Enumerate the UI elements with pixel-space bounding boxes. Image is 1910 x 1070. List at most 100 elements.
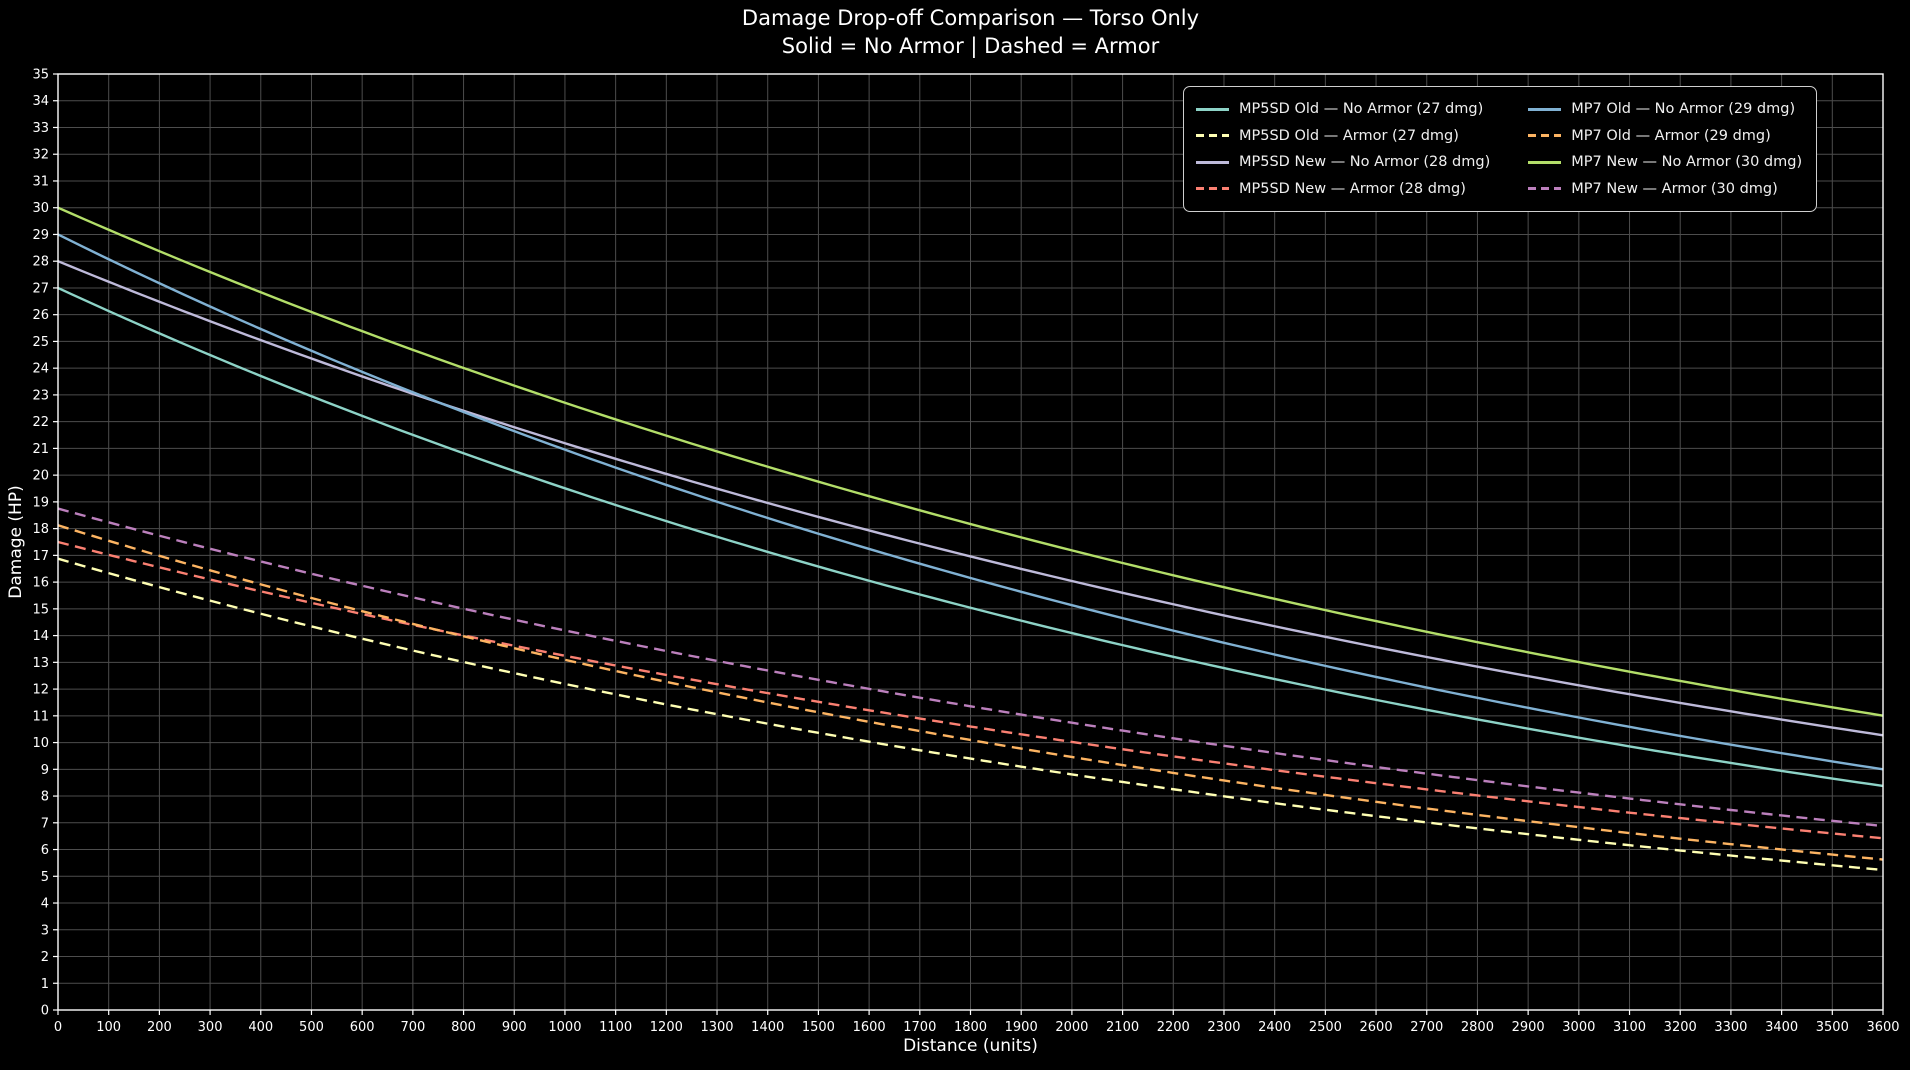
legend-label: MP5SD Old — No Armor (27 dmg) [1239, 101, 1484, 118]
x-tick-label: 1300 [700, 1020, 733, 1035]
x-tick-label: 2400 [1258, 1020, 1291, 1035]
series-line-7 [57, 507, 1884, 828]
x-tick-label: 3200 [1664, 1020, 1697, 1035]
y-tick-label: 18 [32, 522, 49, 537]
x-tick-label: 400 [248, 1020, 273, 1035]
x-tick-label: 3600 [1866, 1020, 1899, 1035]
y-tick-label: 30 [32, 201, 49, 216]
x-tick-label: 800 [451, 1020, 476, 1035]
y-tick-label: 8 [41, 790, 49, 805]
x-tick-label: 2200 [1157, 1020, 1190, 1035]
x-tick-label: 200 [147, 1020, 172, 1035]
legend-entry: MP5SD Old — Armor (27 dmg) [1196, 123, 1490, 150]
legend-column: MP5SD Old — No Armor (27 dmg) MP5SD Old —… [1196, 96, 1490, 202]
x-tick-label: 100 [96, 1020, 121, 1035]
title-block: Damage Drop-off Comparison — Torso Only … [58, 4, 1883, 60]
y-axis-label: Damage (HP) [6, 485, 26, 599]
legend-column: MP7 Old — No Armor (29 dmg) MP7 Old — Arm… [1528, 96, 1802, 202]
series-line-4 [57, 233, 1884, 771]
legend-entry: MP5SD New — Armor (28 dmg) [1196, 176, 1490, 203]
x-tick-label: 2800 [1461, 1020, 1494, 1035]
legend-entry: MP7 New — Armor (30 dmg) [1528, 176, 1802, 203]
y-tick-label: 27 [32, 281, 49, 296]
legend-entry: MP5SD Old — No Armor (27 dmg) [1196, 96, 1490, 123]
x-tick-label: 1900 [1005, 1020, 1038, 1035]
legend-entry: MP5SD New — No Armor (28 dmg) [1196, 149, 1490, 176]
legend-line-swatch [1196, 107, 1229, 111]
x-tick-label: 500 [299, 1020, 324, 1035]
y-tick-label: 29 [32, 228, 49, 243]
y-tick-label: 22 [32, 415, 49, 430]
y-tick-label: 25 [32, 335, 49, 350]
legend-label: MP5SD New — Armor (28 dmg) [1239, 180, 1466, 197]
x-tick-label: 1600 [853, 1020, 886, 1035]
legend: MP5SD Old — No Armor (27 dmg) MP5SD Old —… [1183, 86, 1818, 212]
series-line-2 [57, 260, 1884, 737]
y-tick-label: 19 [32, 495, 49, 510]
y-tick-label: 7 [41, 816, 49, 831]
y-tick-label: 9 [41, 763, 49, 778]
y-tick-label: 12 [32, 683, 49, 698]
legend-label: MP7 New — Armor (30 dmg) [1571, 180, 1778, 197]
x-tick-label: 3000 [1562, 1020, 1595, 1035]
x-tick-label: 1500 [802, 1020, 835, 1035]
y-tick-label: 33 [32, 121, 49, 136]
legend-line-swatch [1528, 160, 1562, 164]
legend-line-swatch [1528, 187, 1562, 191]
chart-subtitle: Solid = No Armor | Dashed = Armor [781, 34, 1160, 58]
legend-label: MP5SD New — No Armor (28 dmg) [1239, 154, 1491, 171]
legend-line-swatch [1196, 160, 1229, 164]
x-tick-label: 2600 [1360, 1020, 1393, 1035]
x-tick-label: 700 [400, 1020, 425, 1035]
y-tick-label: 1 [41, 977, 49, 992]
x-tick-label: 3500 [1816, 1020, 1849, 1035]
y-tick-label: 20 [32, 469, 49, 484]
x-axis-label: Distance (units) [903, 1036, 1038, 1056]
series-line-1 [57, 557, 1884, 872]
x-tick-label: 1400 [751, 1020, 784, 1035]
series-line-0 [57, 286, 1884, 788]
x-tick-label: 3400 [1765, 1020, 1798, 1035]
legend-label: MP5SD Old — Armor (27 dmg) [1239, 127, 1459, 144]
x-tick-label: 1700 [903, 1020, 936, 1035]
x-tick-label: 1000 [548, 1020, 581, 1035]
y-tick-label: 21 [32, 442, 49, 457]
x-tick-label: 1800 [954, 1020, 987, 1035]
x-tick-label: 2000 [1055, 1020, 1088, 1035]
legend-line-swatch [1528, 134, 1562, 138]
legend-line-swatch [1528, 107, 1562, 111]
x-tick-label: 2500 [1309, 1020, 1342, 1035]
x-tick-label: 2700 [1410, 1020, 1443, 1035]
y-tick-label: 6 [41, 843, 49, 858]
y-tick-label: 17 [32, 549, 49, 564]
legend-label: MP7 Old — Armor (29 dmg) [1571, 127, 1771, 144]
y-tick-label: 15 [32, 602, 49, 617]
legend-line-swatch [1196, 187, 1229, 191]
legend-entry: MP7 Old — No Armor (29 dmg) [1528, 96, 1802, 123]
series-line-5 [57, 524, 1884, 861]
x-tick-label: 3300 [1714, 1020, 1747, 1035]
y-tick-label: 13 [32, 656, 49, 671]
legend-label: MP7 Old — No Armor (29 dmg) [1571, 101, 1796, 118]
x-tick-label: 0 [54, 1020, 62, 1035]
x-tick-label: 2300 [1207, 1020, 1240, 1035]
y-tick-label: 26 [32, 308, 49, 323]
legend-label: MP7 New — No Armor (30 dmg) [1571, 154, 1803, 171]
x-tick-label: 600 [350, 1020, 375, 1035]
x-tick-label: 3100 [1613, 1020, 1646, 1035]
y-tick-label: 28 [32, 255, 49, 270]
y-tick-label: 32 [32, 148, 49, 163]
legend-entry: MP7 New — No Armor (30 dmg) [1528, 149, 1802, 176]
y-tick-label: 31 [32, 174, 49, 189]
y-tick-label: 4 [41, 897, 49, 912]
y-tick-label: 34 [32, 94, 49, 109]
y-tick-label: 24 [32, 362, 49, 377]
x-tick-label: 2100 [1106, 1020, 1139, 1035]
x-tick-label: 900 [502, 1020, 527, 1035]
chart-title: Damage Drop-off Comparison — Torso Only [741, 6, 1200, 30]
y-tick-label: 10 [32, 736, 49, 751]
series-line-6 [57, 206, 1884, 717]
y-tick-label: 2 [41, 950, 49, 965]
